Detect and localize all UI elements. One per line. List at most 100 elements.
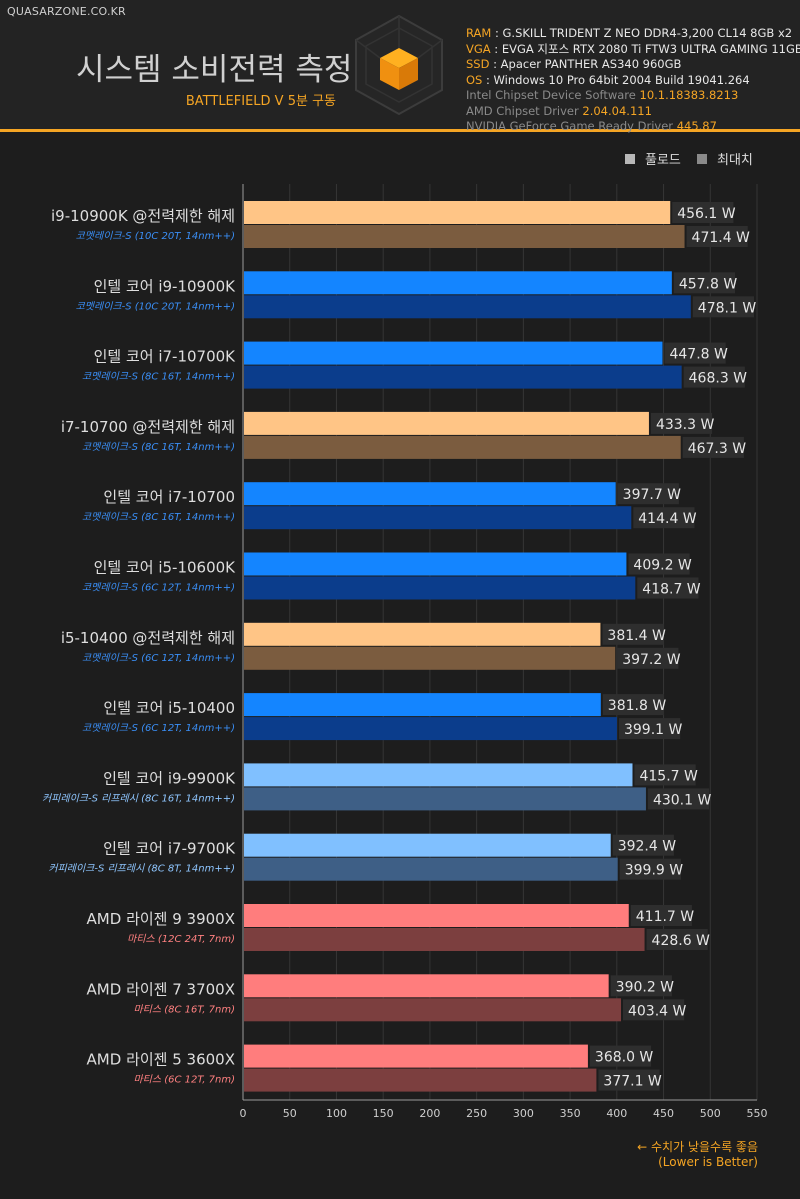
bar-max <box>244 646 616 670</box>
header: QUASARZONE.CO.KR 시스템 소비전력 측정 BATTLEFIELD… <box>0 0 800 135</box>
footer-note: ← 수치가 낮을수록 좋음 (Lower is Better) <box>637 1140 758 1170</box>
bar-max <box>244 506 632 530</box>
data-label-bg <box>686 226 748 247</box>
lower-is-better-note: ← 수치가 낮을수록 좋음 <box>637 1140 758 1154</box>
spec-list: RAM : G.SKILL TRIDENT Z NEO DDR4-3,200 C… <box>466 26 800 135</box>
driver-amd: AMD Chipset Driver 2.04.04.111 <box>466 103 652 118</box>
bar-full-load <box>244 341 663 365</box>
bar-max <box>244 435 681 459</box>
spec-os: OS : Windows 10 Pro 64bit 2004 Build 190… <box>466 72 750 87</box>
x-tick-label: 300 <box>513 1107 534 1120</box>
category-sublabel: 커피레이크-S 리프레시 (8C 8T, 14nm++) <box>48 863 235 875</box>
data-label: 399.1 W <box>624 722 683 738</box>
data-label: 457.8 W <box>679 276 738 292</box>
data-label-bg <box>630 905 692 926</box>
data-label: 467.3 W <box>688 441 747 457</box>
legend-label: 풀로드 <box>645 153 681 168</box>
category-label: 인텔 코어 i5-10600K <box>94 559 237 577</box>
x-tick-label: 50 <box>283 1107 297 1120</box>
bar-full-load <box>244 974 609 998</box>
x-tick-label: 200 <box>419 1107 440 1120</box>
data-label-bg <box>598 1069 660 1091</box>
driver-nvidia: NVIDIA GeForce Game Ready Driver 445.87 <box>466 119 717 133</box>
data-label-bg <box>683 366 745 388</box>
data-label: 433.3 W <box>656 417 715 433</box>
bar-max <box>244 857 618 881</box>
data-label-bg <box>617 483 679 505</box>
category-label: i9-10900K @전력제한 해제 <box>51 207 235 225</box>
data-label: 381.4 W <box>607 628 666 644</box>
category-sublabel: 마티스 (12C 24T, 7nm) <box>127 933 235 945</box>
data-label-bg <box>682 436 744 458</box>
spec-ram: RAM : G.SKILL TRIDENT Z NEO DDR4-3,200 C… <box>466 26 793 40</box>
category-sublabel: 마티스 (8C 16T, 7nm) <box>133 1003 235 1015</box>
bar-max <box>244 787 646 811</box>
data-label: 403.4 W <box>628 1003 687 1019</box>
category-sublabel: 코멧레이크-S (8C 16T, 14nm++) <box>82 371 235 383</box>
category-label: i5-10400 @전력제한 해제 <box>61 629 235 647</box>
data-label-bg <box>633 507 695 529</box>
bar-full-load <box>244 693 601 717</box>
data-label: 456.1 W <box>677 206 736 222</box>
data-label-bg <box>692 296 755 318</box>
category-label: 인텔 코어 i7-10700K <box>94 348 237 366</box>
x-tick-label: 150 <box>373 1107 394 1120</box>
bar-full-load <box>244 833 611 857</box>
category-label: 인텔 코어 i9-10900K <box>94 277 237 295</box>
data-label-bg <box>602 623 664 645</box>
x-tick-label: 500 <box>700 1107 721 1120</box>
data-label-bg <box>619 858 681 880</box>
page-subtitle: BATTLEFIELD V 5분 구동 <box>185 94 336 109</box>
data-label: 447.8 W <box>669 347 728 363</box>
category-label: 인텔 코어 i7-9700K <box>103 840 236 858</box>
x-tick-label: 100 <box>326 1107 347 1120</box>
category-label: 인텔 코어 i5-10400 <box>103 699 235 717</box>
data-label-bg <box>617 647 679 669</box>
data-label: 392.4 W <box>618 839 677 855</box>
bar-max <box>244 717 617 741</box>
category-sublabel: 마티스 (6C 12T, 7nm) <box>133 1074 235 1086</box>
x-tick-label: 400 <box>606 1107 627 1120</box>
x-tick-label: 350 <box>560 1107 581 1120</box>
x-tick-label: 550 <box>747 1107 768 1120</box>
data-label-bg <box>612 834 674 856</box>
bar-full-load <box>244 271 672 295</box>
category-sublabel: 코멧레이크-S (6C 12T, 14nm++) <box>82 722 235 734</box>
category-label: AMD 라이젠 9 3900X <box>87 910 235 928</box>
category-label: 인텔 코어 i9-9900K <box>103 769 236 787</box>
quasarzone-logo-icon <box>355 14 443 116</box>
data-label-bg <box>650 412 713 434</box>
data-label: 418.7 W <box>642 582 701 598</box>
data-label-bg <box>673 272 736 294</box>
bar-full-load <box>244 552 627 576</box>
bar-full-load <box>244 411 649 435</box>
bar-max <box>244 295 691 319</box>
bar-full-load <box>244 904 629 927</box>
data-label: 415.7 W <box>639 768 698 784</box>
legend-swatch <box>625 154 635 164</box>
data-label-bg <box>618 718 681 740</box>
data-label: 397.2 W <box>622 652 681 668</box>
data-label-bg <box>628 553 690 575</box>
category-label: AMD 라이젠 7 3700X <box>87 980 235 998</box>
category-label: 인텔 코어 i7-10700 <box>103 488 235 506</box>
lower-is-better-note-en: (Lower is Better) <box>658 1155 758 1169</box>
data-label: 411.7 W <box>636 909 695 925</box>
category-sublabel: 코멧레이크-S (6C 12T, 14nm++) <box>82 582 235 594</box>
data-label-bg <box>637 577 699 599</box>
spec-ssd: SSD : Apacer PANTHER AS340 960GB <box>466 57 682 71</box>
data-label: 478.1 W <box>698 300 757 316</box>
data-label-bg <box>664 342 726 364</box>
data-label-bg <box>634 764 696 786</box>
data-label-bg <box>672 202 734 223</box>
category-sublabel: 코멧레이크-S (8C 16T, 14nm++) <box>82 511 235 523</box>
category-sublabel: 커피레이크-S 리프레시 (8C 16T, 14nm++) <box>42 792 235 804</box>
bar-max <box>244 365 682 389</box>
data-label-bg <box>610 975 672 997</box>
bar-max <box>244 928 645 951</box>
spec-vga: VGA : EVGA 지포스 RTX 2080 Ti FTW3 ULTRA GA… <box>466 41 800 56</box>
page-title: 시스템 소비전력 측정 <box>76 52 353 88</box>
data-label-bg <box>602 694 665 716</box>
category-label: AMD 라이젠 5 3600X <box>87 1051 235 1069</box>
data-label: 397.7 W <box>623 487 682 503</box>
